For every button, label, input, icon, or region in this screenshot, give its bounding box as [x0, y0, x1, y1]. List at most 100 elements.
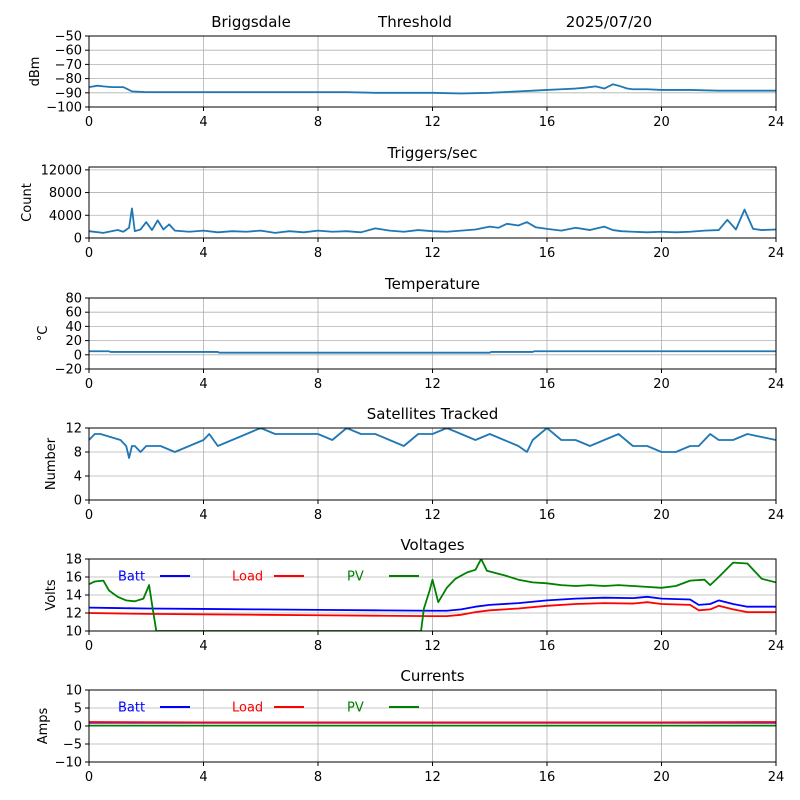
- x-tick-label: 20: [653, 246, 670, 261]
- x-tick-label: 16: [539, 246, 556, 261]
- x-tick-label: 12: [424, 508, 441, 523]
- panel-4: 0 4 8 12 16 20 24 0 4 8 12 Satellites Tracked Number: [44, 405, 784, 523]
- x-tick-label: 8: [314, 246, 322, 261]
- x-tick-label: 12: [424, 770, 441, 785]
- y-tick-label: 4000: [49, 209, 82, 224]
- x-tick-label: 8: [314, 770, 322, 785]
- y-tick-label: 20: [65, 334, 82, 349]
- x-tick-label: 16: [539, 508, 556, 523]
- x-tick-label: 0: [85, 246, 93, 261]
- y-tick-label: 16: [65, 571, 82, 586]
- y-tick-label: −70: [55, 58, 82, 73]
- y-tick-label: 12000: [41, 163, 82, 178]
- x-tick-label: 24: [768, 115, 785, 130]
- x-tick-label: 16: [539, 377, 556, 392]
- y-tick-label: 18: [65, 553, 82, 568]
- y-tick-label: −90: [55, 86, 82, 101]
- y-tick-label: 80: [65, 292, 82, 307]
- y-tick-label: 8000: [49, 186, 82, 201]
- x-tick-label: 4: [199, 246, 207, 261]
- y-tick-label: 60: [65, 306, 82, 321]
- y-tick-label: 0: [74, 720, 82, 735]
- y-axis-label: Count: [20, 183, 35, 222]
- x-tick-label: 20: [653, 770, 670, 785]
- legend-label-pv: PV: [347, 570, 364, 585]
- panel-5: 0 4 8 12 16 20 24 10 12 14 16 18 Voltages Volts Batt Lo…: [44, 536, 784, 654]
- header-station: Briggsdale: [211, 13, 291, 31]
- x-tick-label: 4: [199, 508, 207, 523]
- y-tick-label: 0: [74, 232, 82, 247]
- series-line-batt: [89, 595, 776, 612]
- y-tick-label: 0: [74, 348, 82, 363]
- y-tick-label: 12: [65, 422, 82, 437]
- x-tick-label: 16: [539, 639, 556, 654]
- y-tick-label: 40: [65, 320, 82, 335]
- header-date: 2025/07/20: [566, 13, 652, 31]
- panel-2: 0 4 8 12 16 20 24 0 4000 8000 12000 Triggers/sec Cou…: [20, 144, 784, 261]
- y-tick-label: 12: [65, 607, 82, 622]
- y-tick-label: −5: [63, 738, 82, 753]
- x-tick-label: 0: [85, 508, 93, 523]
- series-line-1: [89, 428, 776, 459]
- legend-label-batt: Batt: [118, 701, 145, 716]
- y-tick-label: 10: [65, 625, 82, 640]
- x-tick-label: 24: [768, 770, 785, 785]
- x-tick-label: 4: [199, 770, 207, 785]
- y-axis-label: Number: [44, 437, 59, 490]
- panel-title: Temperature: [384, 275, 480, 293]
- series-line-1: [89, 83, 776, 95]
- x-tick-label: 8: [314, 639, 322, 654]
- x-tick-label: 20: [653, 115, 670, 130]
- y-tick-label: −20: [55, 363, 82, 378]
- y-tick-label: −50: [55, 30, 82, 45]
- y-tick-label: 8: [74, 446, 82, 461]
- y-axis-label: °C: [36, 326, 51, 342]
- legend-label-load: Load: [232, 701, 263, 716]
- x-tick-label: 16: [539, 770, 556, 785]
- x-tick-label: 8: [314, 377, 322, 392]
- y-tick-label: −60: [55, 44, 82, 59]
- y-tick-label: 0: [74, 494, 82, 509]
- x-tick-label: 4: [199, 639, 207, 654]
- x-tick-label: 20: [653, 639, 670, 654]
- x-tick-label: 12: [424, 246, 441, 261]
- x-tick-label: 16: [539, 115, 556, 130]
- legend-label-batt: Batt: [118, 570, 145, 585]
- x-tick-label: 12: [424, 377, 441, 392]
- x-tick-label: 24: [768, 246, 785, 261]
- x-tick-label: 20: [653, 377, 670, 392]
- x-tick-label: 20: [653, 508, 670, 523]
- panel-title: Voltages: [400, 536, 464, 554]
- series-line-1: [89, 350, 776, 354]
- y-axis-label: Amps: [36, 707, 51, 744]
- series-line-load: [89, 601, 776, 618]
- legend-label-load: Load: [232, 570, 263, 585]
- panel-title: Currents: [400, 667, 464, 685]
- header-mode: Threshold: [377, 13, 452, 31]
- y-tick-label: 5: [74, 702, 82, 717]
- y-axis-label: dBm: [28, 57, 43, 87]
- legend-label-pv: PV: [347, 701, 364, 716]
- x-tick-label: 8: [314, 115, 322, 130]
- y-tick-label: −80: [55, 72, 82, 87]
- x-tick-label: 24: [768, 377, 785, 392]
- y-tick-label: 4: [74, 470, 82, 485]
- x-tick-label: 4: [199, 115, 207, 130]
- y-tick-label: 10: [65, 684, 82, 699]
- x-tick-label: 24: [768, 639, 785, 654]
- x-tick-label: 0: [85, 115, 93, 130]
- x-tick-label: 24: [768, 508, 785, 523]
- x-tick-label: 0: [85, 639, 93, 654]
- x-tick-label: 0: [85, 770, 93, 785]
- y-tick-label: −100: [46, 101, 82, 116]
- x-tick-label: 8: [314, 508, 322, 523]
- y-axis-label: Volts: [44, 579, 59, 611]
- x-tick-label: 4: [199, 377, 207, 392]
- panel-title: Triggers/sec: [387, 144, 478, 162]
- series-line-1: [89, 207, 776, 234]
